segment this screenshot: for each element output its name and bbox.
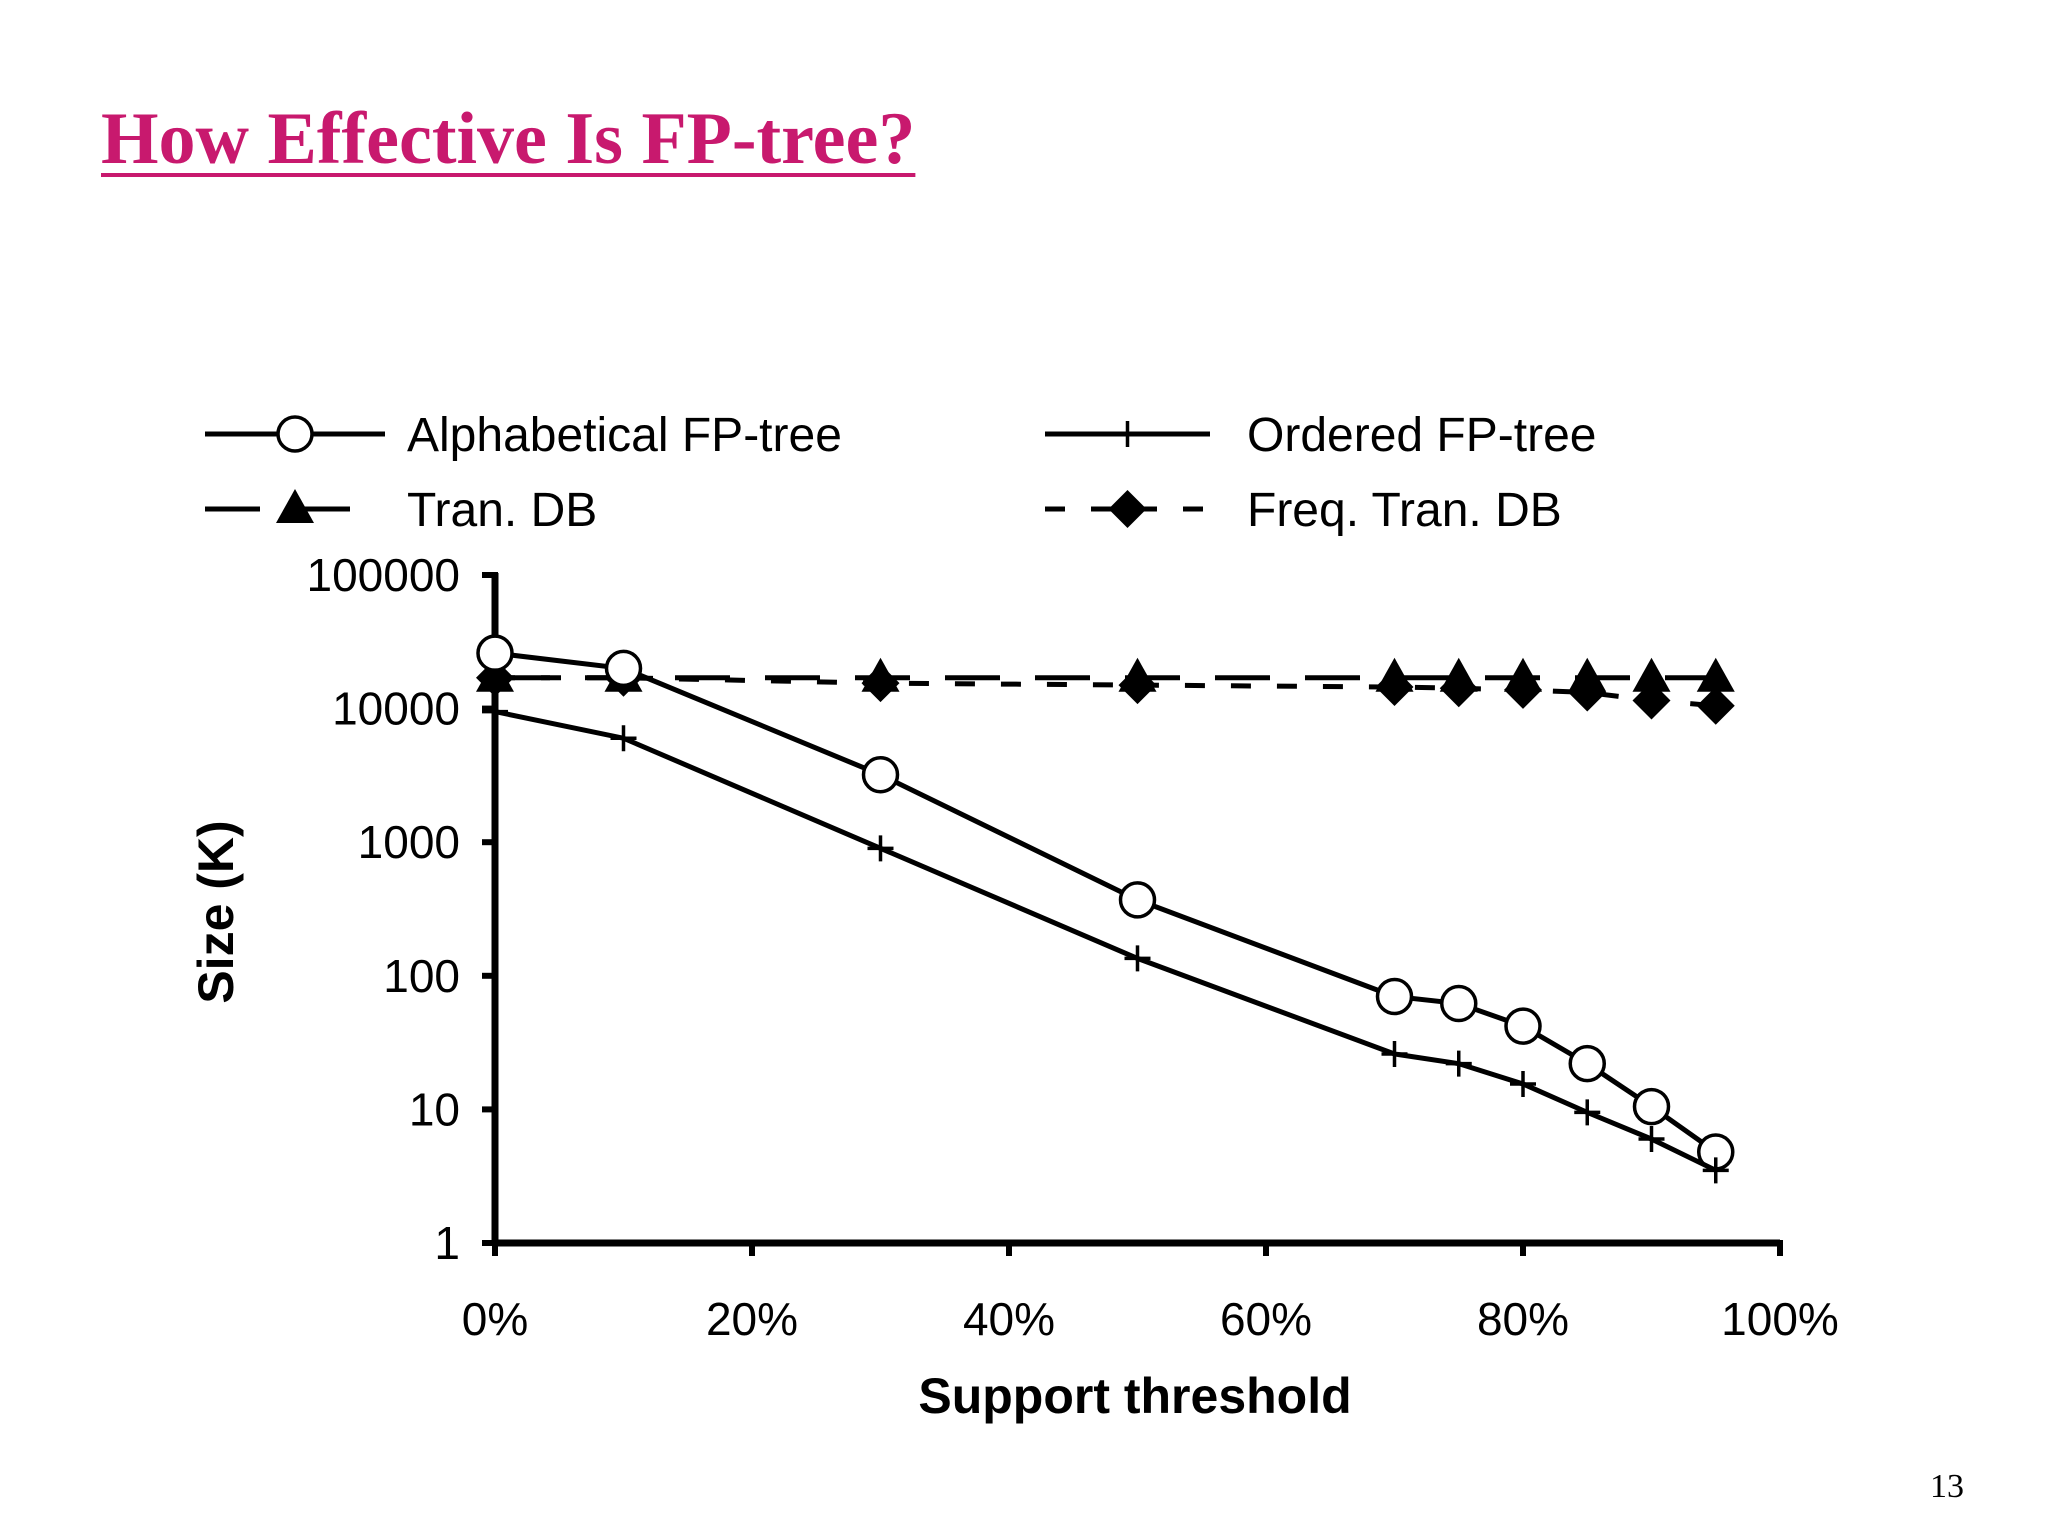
data-point	[1632, 1087, 1671, 1126]
legend-item: Tran. DB	[205, 484, 597, 537]
data-point	[861, 664, 900, 703]
data-point	[1568, 1044, 1606, 1083]
x-tick-label: 0%	[462, 1293, 528, 1345]
x-tick-label: 60%	[1220, 1293, 1312, 1345]
data-point	[1510, 1070, 1536, 1097]
data-point	[1504, 670, 1542, 709]
x-tick-label: 20%	[706, 1293, 798, 1345]
series-freq-tran-db	[476, 658, 1735, 725]
y-tick-label: 1000	[358, 816, 460, 868]
series-ordered-fp-tree	[482, 698, 1729, 1184]
data-point	[1504, 1007, 1542, 1045]
series-alphabetical-fp-tree	[476, 634, 1735, 1171]
x-tick-label: 80%	[1477, 1293, 1569, 1345]
data-point	[1439, 669, 1478, 708]
legend-item: Freq. Tran. DB	[1045, 484, 1562, 537]
legend-label: Alphabetical FP-tree	[407, 409, 842, 462]
data-point	[1696, 657, 1735, 692]
data-point	[1375, 668, 1414, 707]
series-line	[494, 709, 1717, 1173]
page-number: 13	[1930, 1468, 1964, 1505]
data-point	[1375, 977, 1414, 1016]
series-line	[495, 675, 1716, 709]
data-point	[1124, 945, 1151, 972]
data-point	[1702, 1157, 1729, 1184]
data-point	[867, 835, 894, 862]
y-axis-title: Size (K)	[188, 820, 244, 1003]
series-line	[494, 650, 1718, 1155]
data-point	[1632, 657, 1671, 692]
legend-marker	[1108, 490, 1147, 528]
data-point	[1696, 686, 1735, 725]
data-point	[861, 755, 900, 794]
legend-label: Freq. Tran. DB	[1247, 484, 1562, 537]
legend-marker	[276, 489, 314, 523]
x-axis-title: Support threshold	[918, 1368, 1351, 1424]
legend-marker	[276, 415, 314, 453]
legend-item: Ordered FP-tree	[1045, 409, 1596, 462]
data-point	[1440, 984, 1478, 1023]
y-tick-label: 100000	[307, 549, 461, 601]
legend-label: Tran. DB	[407, 484, 597, 537]
data-point	[604, 649, 643, 688]
data-point	[610, 725, 637, 752]
chart-legend: Alphabetical FP-tree Ordered FP-tree Tran.…	[205, 409, 1596, 537]
data-point	[1638, 1126, 1665, 1153]
y-tick-label: 1	[434, 1217, 460, 1269]
data-point	[1568, 673, 1607, 712]
x-tick-label: 40%	[963, 1293, 1055, 1345]
y-tick-label: 100	[383, 950, 460, 1002]
legend-item: Alphabetical FP-tree	[205, 409, 842, 462]
data-point	[1118, 881, 1157, 919]
slide-title: How Effective Is FP-tree?	[101, 98, 916, 180]
y-tick-label: 10000	[332, 683, 460, 735]
data-point	[1381, 1040, 1408, 1067]
legend-label: Ordered FP-tree	[1247, 409, 1596, 462]
legend-marker	[1114, 421, 1141, 447]
chart-series	[476, 634, 1735, 1184]
data-point	[1632, 681, 1671, 720]
y-tick-label: 10	[409, 1083, 460, 1135]
data-point	[476, 634, 514, 672]
chart-axes: 1 10 100 1000 10000 100000 0% 20% 40% 60% 80% 100%	[307, 549, 1839, 1345]
x-tick-label: 100%	[1721, 1293, 1839, 1345]
data-point	[482, 698, 508, 725]
data-point	[1118, 666, 1157, 705]
data-point	[1574, 1099, 1601, 1126]
data-point	[1445, 1050, 1472, 1077]
